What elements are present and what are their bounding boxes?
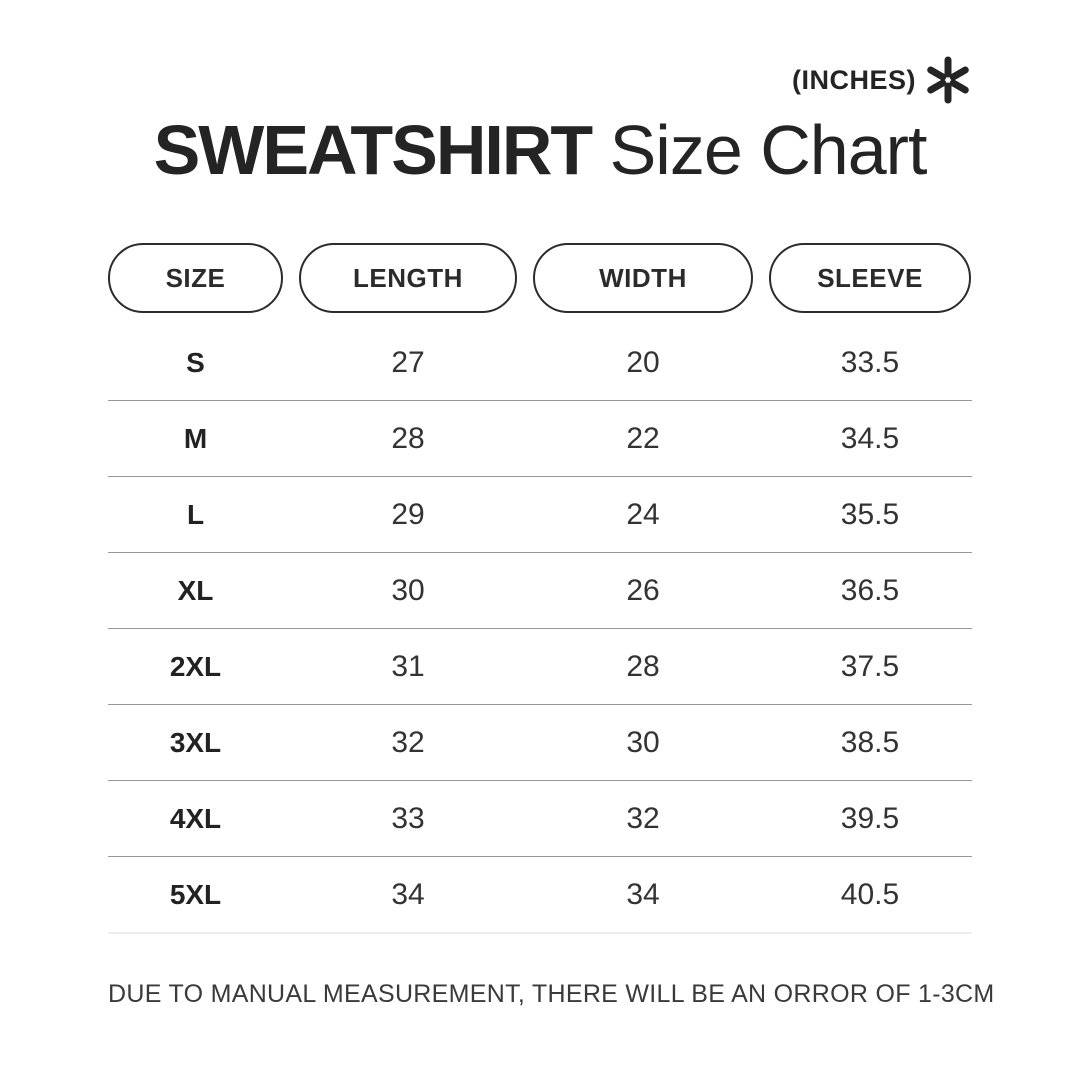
sleeve-cell: 35.5 <box>840 497 900 531</box>
length-cell: 30 <box>391 573 425 607</box>
column-header-length: LENGTH <box>299 243 517 313</box>
width-cell: 30 <box>626 725 660 759</box>
content-wrapper: (INCHES) SWEATSHIRT Size Chart SIZE LENG <box>108 52 995 1009</box>
width-cell: 20 <box>626 345 660 379</box>
size-cell: L <box>186 498 205 530</box>
size-cell: 2XL <box>169 650 222 682</box>
column-header-sleeve: SLEEVE <box>769 243 971 313</box>
table-header-row: SIZE LENGTH WIDTH SLEEVE <box>108 243 972 313</box>
table-row: 4XL 33 32 39.5 <box>108 781 972 857</box>
length-cell: 32 <box>391 725 425 759</box>
width-cell: 28 <box>626 649 660 683</box>
length-cell: 31 <box>391 649 425 683</box>
column-header-width: WIDTH <box>533 243 753 313</box>
width-cell: 24 <box>626 497 660 531</box>
length-cell: 33 <box>391 801 425 835</box>
table-row: S 27 20 33.5 <box>108 325 972 401</box>
size-cell: 3XL <box>169 726 222 758</box>
title-product-word: SWEATSHIRT <box>153 111 594 189</box>
length-cell: 27 <box>391 345 425 379</box>
size-cell: XL <box>177 574 214 606</box>
width-cell: 32 <box>626 801 660 835</box>
unit-line: (INCHES) <box>108 52 972 108</box>
sleeve-cell: 34.5 <box>840 421 900 455</box>
table-row: XL 30 26 36.5 <box>108 553 972 629</box>
table-row: 3XL 32 30 38.5 <box>108 705 972 781</box>
size-cell: 5XL <box>169 878 222 910</box>
length-cell: 34 <box>391 877 425 911</box>
column-header-size: SIZE <box>108 243 283 313</box>
table-row: 5XL 34 34 40.5 <box>108 857 972 934</box>
size-cell: S <box>186 346 205 378</box>
width-cell: 26 <box>626 573 660 607</box>
sleeve-cell: 37.5 <box>840 649 900 683</box>
size-table: S 27 20 33.5 M 28 22 34.5 L 29 24 35.5 X… <box>108 325 972 934</box>
unit-label: (INCHES) <box>792 64 916 95</box>
size-cell: 4XL <box>169 802 222 834</box>
sleeve-cell: 36.5 <box>840 573 900 607</box>
sleeve-cell: 38.5 <box>840 725 900 759</box>
length-cell: 28 <box>391 421 425 455</box>
width-cell: 22 <box>626 421 660 455</box>
page-title: SWEATSHIRT Size Chart <box>108 110 972 190</box>
sleeve-cell: 33.5 <box>840 345 900 379</box>
table-row: L 29 24 35.5 <box>108 477 972 553</box>
size-cell: M <box>183 422 208 454</box>
measurement-disclaimer: DUE TO MANUAL MEASUREMENT, THERE WILL BE… <box>108 980 995 1008</box>
asterisk-icon <box>924 54 972 106</box>
sleeve-cell: 40.5 <box>840 877 900 911</box>
sleeve-cell: 39.5 <box>840 801 900 835</box>
table-row: 2XL 31 28 37.5 <box>108 629 972 705</box>
width-cell: 34 <box>626 877 660 911</box>
title-suffix-words: Size Chart <box>609 111 928 189</box>
length-cell: 29 <box>391 497 425 531</box>
table-row: M 28 22 34.5 <box>108 401 972 477</box>
